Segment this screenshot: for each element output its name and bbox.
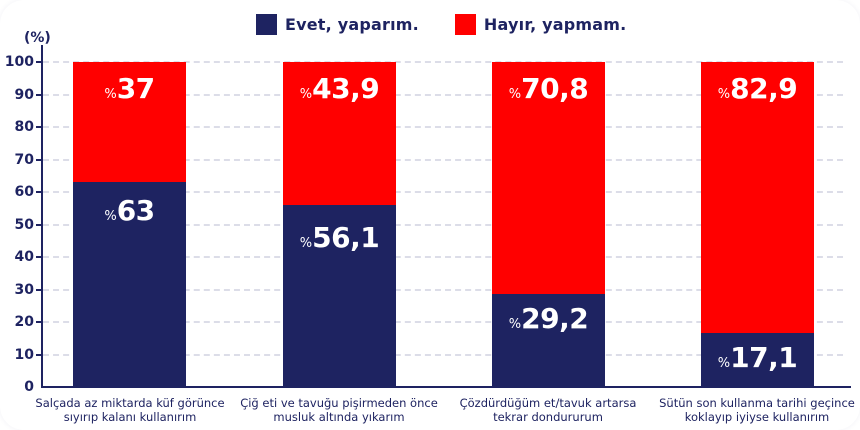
- gridline-90: [43, 94, 843, 96]
- legend-swatch-no: [454, 14, 476, 35]
- category-label-1: Salçada az miktarda küf görünce sıyırıp k…: [35, 396, 225, 424]
- gridline-60: [43, 191, 843, 193]
- legend-item-no: Hayır, yapmam.: [454, 14, 627, 35]
- tick-50: [36, 224, 42, 226]
- bar-4[interactable]: %82,9 %17,1: [701, 62, 814, 387]
- bar-3-segment-no[interactable]: %70,8: [492, 62, 605, 294]
- y-axis-unit-label: (%): [24, 30, 51, 46]
- tick-40: [36, 256, 42, 258]
- tick-label-100: 100: [4, 54, 34, 70]
- legend-item-yes: Evet, yaparım.: [256, 14, 419, 35]
- bar-2[interactable]: %43,9 %56,1: [283, 62, 396, 387]
- tick-label-0: 0: [24, 379, 34, 395]
- bar-2-segment-no[interactable]: %43,9: [283, 62, 396, 205]
- bar-1-segment-yes[interactable]: %63: [73, 182, 186, 387]
- gridline-80: [43, 126, 843, 128]
- gridline-10: [43, 354, 843, 356]
- bar-1-value-no: %37: [104, 72, 155, 105]
- bar-3-value-no: %70,8: [508, 72, 589, 105]
- gridline-20: [43, 321, 843, 323]
- gridline-70: [43, 159, 843, 161]
- bar-3[interactable]: %70,8 %29,2: [492, 62, 605, 387]
- bar-2-segment-yes[interactable]: %56,1: [283, 205, 396, 387]
- tick-label-90: 90: [14, 87, 34, 103]
- bar-1-segment-no[interactable]: %37: [73, 62, 186, 182]
- bar-2-value-yes: %56,1: [299, 221, 380, 254]
- tick-label-30: 30: [14, 282, 34, 298]
- bar-4-segment-yes[interactable]: %17,1: [701, 333, 814, 387]
- bar-3-segment-yes[interactable]: %29,2: [492, 294, 605, 387]
- gridline-40: [43, 256, 843, 258]
- tick-70: [36, 159, 42, 161]
- bar-1[interactable]: %37 %63: [73, 62, 186, 387]
- legend-swatch-yes: [256, 14, 277, 35]
- tick-label-70: 70: [14, 152, 34, 168]
- tick-30: [36, 289, 42, 291]
- legend-label-yes: Evet, yaparım.: [285, 15, 419, 34]
- tick-60: [36, 191, 42, 193]
- category-label-3: Çözdürdüğüm et/tavuk artarsa tekrar dondu…: [459, 396, 637, 424]
- bar-4-value-yes: %17,1: [717, 341, 798, 374]
- category-label-2: Çiğ eti ve tavuğu pişirmeden önce musluk …: [240, 396, 438, 424]
- y-axis: [41, 45, 43, 388]
- tick-label-50: 50: [14, 217, 34, 233]
- bar-4-value-no: %82,9: [717, 72, 798, 105]
- bar-2-value-no: %43,9: [299, 72, 380, 105]
- gridline-50: [43, 224, 843, 226]
- tick-label-40: 40: [14, 249, 34, 265]
- tick-label-80: 80: [14, 119, 34, 135]
- x-axis: [41, 386, 851, 388]
- bar-4-segment-no[interactable]: %82,9: [701, 62, 814, 333]
- bar-1-value-yes: %63: [104, 194, 155, 227]
- tick-20: [36, 321, 42, 323]
- gridline-100: [43, 61, 843, 63]
- tick-10: [36, 354, 42, 356]
- legend: Evet, yaparım. Hayır, yapmam.: [256, 14, 662, 35]
- tick-label-10: 10: [14, 347, 34, 363]
- gridline-30: [43, 289, 843, 291]
- tick-80: [36, 126, 42, 128]
- bar-3-value-yes: %29,2: [508, 302, 589, 335]
- tick-label-60: 60: [14, 184, 34, 200]
- legend-label-no: Hayır, yapmam.: [483, 15, 627, 34]
- tick-90: [36, 94, 42, 96]
- category-label-4: Sütün son kullanma tarihi geçince koklayı…: [659, 396, 855, 424]
- tick-label-20: 20: [14, 314, 34, 330]
- tick-100: [36, 61, 42, 63]
